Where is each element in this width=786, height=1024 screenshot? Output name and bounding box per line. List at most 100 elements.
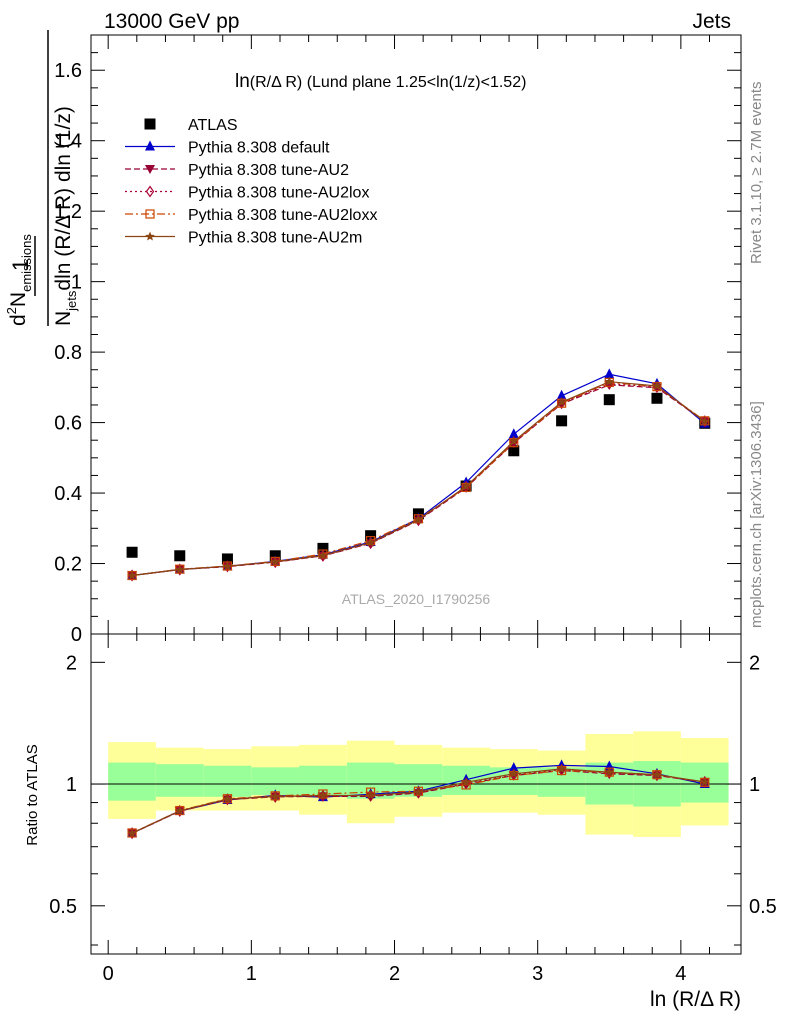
ratio-band-inner — [108, 762, 156, 801]
ratio-series-4-point — [461, 777, 471, 787]
main-series-5-point — [365, 537, 376, 547]
ratio-series-4-point — [413, 787, 424, 797]
mcplots-label: mcplots.cern.ch [arXiv:1306.3436] — [748, 401, 765, 628]
ylabel-one: 1 — [8, 259, 33, 271]
main-y-tick-label: 1.4 — [54, 131, 82, 153]
legend-entry-4-label: Pythia 8.308 tune-AU2loxx — [188, 207, 377, 224]
ylabel-denominator: Njetsdln (R/Δ R) dln (1/z) — [52, 106, 79, 326]
legend-entry-3: Pythia 8.308 tune-AU2lox — [125, 185, 369, 202]
legend-entry-5-label: Pythia 8.308 tune-AU2m — [188, 230, 362, 247]
main-y-tick-label: 1 — [71, 272, 82, 294]
main-y-tick-label: 0 — [71, 624, 82, 646]
header-right: Jets — [692, 10, 731, 33]
ratio-y-tick-label: 1 — [66, 774, 77, 796]
x-axis: 0 1 2 3 4 — [103, 634, 711, 985]
ratio-y-tick-label-right: 2 — [749, 652, 760, 674]
main-series-0-point — [651, 392, 663, 404]
ratio-series-4-point — [509, 768, 519, 778]
main-series-5 — [127, 376, 710, 580]
main-series-5-point — [270, 556, 280, 566]
legend-entry-1-marker — [145, 140, 155, 151]
x-tick-label: 4 — [675, 963, 686, 985]
main-series-1-line — [132, 373, 706, 577]
main-y-tick-label: 0.4 — [54, 483, 82, 505]
ylabel-num-d: d — [7, 314, 30, 326]
main-panel: ln(R/Δ R) (Lund plane 1.25<ln(1/z)<1.52)… — [4, 30, 742, 646]
main-series-5-point — [413, 514, 424, 524]
legend-entry-5: Pythia 8.308 tune-AU2m — [125, 230, 362, 247]
legend-entry-1: Pythia 8.308 default — [125, 140, 330, 157]
main-series-2 — [127, 380, 710, 581]
main-plot-title-ln: ln — [235, 71, 250, 92]
main-y-tick-label: 0.6 — [54, 413, 82, 435]
ratio-series-4-point — [604, 767, 614, 777]
ratio-series-4-point — [700, 777, 710, 786]
ylabel-num-sup: 2 — [4, 307, 19, 314]
ylabel-num-sub: emissions — [19, 234, 34, 292]
main-series-0-point — [317, 542, 329, 554]
legend-entry-4: Pythia 8.308 tune-AU2loxx — [125, 207, 377, 224]
ratio-y-tick-label-right: 0.5 — [749, 896, 777, 918]
main-series-5-point — [318, 550, 328, 560]
watermark: ATLAS_2020_I1790256 — [342, 591, 491, 607]
ratio-panel: 0.5 0.5 1 1 2 2 0 1 2 3 4 Ratio to ATLAS ln (R/Δ … — [24, 633, 777, 1011]
ratio-series-group — [127, 759, 710, 840]
main-series-0-point — [365, 530, 377, 542]
ratio-series-4 — [127, 763, 710, 838]
legend-entry-3-marker — [145, 185, 155, 198]
ratio-series-4-point — [270, 791, 280, 801]
x-tick-label: 2 — [389, 963, 400, 985]
legend-entry-1-label: Pythia 8.308 default — [188, 140, 330, 157]
ratio-series-4-point — [222, 794, 233, 804]
main-y-tick-label: 0.8 — [54, 342, 82, 364]
ratio-band-inner — [203, 765, 252, 797]
x-tick-label: 1 — [246, 963, 257, 985]
legend-entry-4-marker — [145, 209, 155, 219]
main-series-5-point — [556, 397, 567, 407]
legend-entry-3-label: Pythia 8.308 tune-AU2lox — [188, 185, 369, 202]
legend: ATLAS Pythia 8.308 default Pythia 8.308 tu… — [125, 117, 377, 247]
ratio-y-tick-label: 2 — [66, 652, 77, 674]
header-left: 13000 GeV pp — [104, 10, 239, 33]
x-tick-label: 3 — [532, 963, 543, 985]
ylabel-den-sub: jets — [64, 290, 79, 312]
main-y-axis-label: 1 d2Nemissions Njetsdln (R/Δ R) dln (1/z… — [4, 30, 79, 326]
main-series-5-point — [700, 416, 710, 426]
ratio-series-4-point — [175, 805, 185, 815]
main-series-0-point — [126, 546, 138, 558]
ratio-band-inner — [155, 764, 204, 797]
main-series-5-point — [604, 376, 614, 386]
main-series-4-line — [132, 381, 706, 577]
main-y-tick-label: 1.2 — [54, 201, 82, 223]
ratio-series-4-point — [365, 790, 376, 800]
legend-entry-2-label: Pythia 8.308 tune-AU2 — [188, 162, 349, 179]
legend-entry-0-label: ATLAS — [188, 117, 238, 134]
main-series-2-line — [132, 384, 706, 577]
main-series-4 — [127, 377, 710, 581]
main-y-tick-label: 0.2 — [54, 554, 82, 576]
legend-entry-0: ATLAS — [144, 117, 238, 134]
rivet-label: Rivet 3.1.10, ≥ 2.7M events — [748, 82, 765, 265]
legend-entry-5-marker — [145, 231, 155, 241]
main-y-axis: 0 0.2 0.4 0.6 0.8 1 1.2 1.4 1.6 — [54, 34, 741, 646]
main-series-0-point — [556, 415, 568, 427]
main-series-3-line — [132, 383, 706, 577]
ylabel-numerator: d2Nemissions — [4, 234, 34, 326]
legend-entry-2-marker — [145, 165, 155, 174]
ratio-y-tick-label: 0.5 — [49, 896, 77, 918]
main-plot-title-rest: (R/Δ R) (Lund plane 1.25<ln(1/z)<1.52) — [250, 74, 527, 91]
ratio-y-tick-label-right: 1 — [749, 774, 760, 796]
legend-entry-2: Pythia 8.308 tune-AU2 — [125, 162, 349, 179]
ratio-y-axis-label: Ratio to ATLAS — [24, 744, 41, 845]
main-series-0-point — [174, 550, 186, 562]
main-series-5-point — [652, 380, 662, 390]
main-series-1-point — [556, 389, 567, 400]
ylabel-den-rest: dln (R/Δ R) dln (1/z) — [52, 106, 75, 290]
main-series-1 — [127, 368, 710, 580]
ylabel-num-n: N — [7, 292, 30, 307]
ratio-series-4-point — [318, 790, 328, 800]
ratio-series-4-point — [127, 828, 137, 838]
main-series-5-point — [175, 564, 185, 574]
main-series-0-point — [508, 445, 520, 457]
